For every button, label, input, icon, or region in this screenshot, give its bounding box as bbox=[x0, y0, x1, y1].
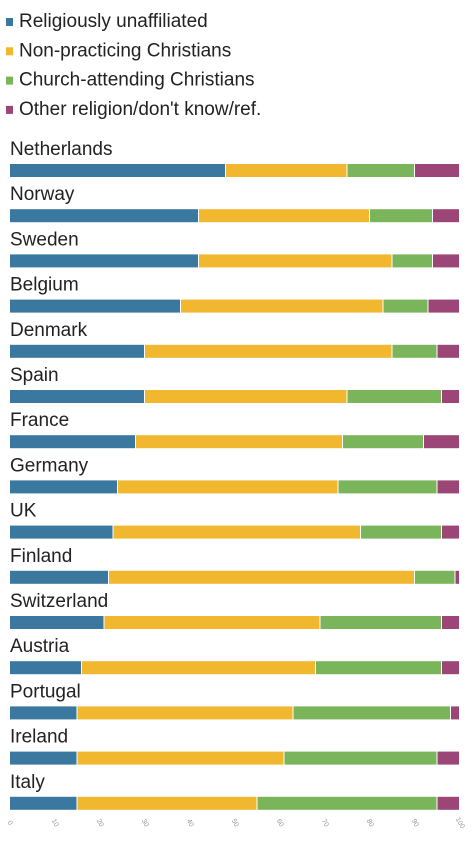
bar-segment bbox=[10, 209, 198, 223]
bar-segment bbox=[10, 344, 144, 358]
legend-label: Other religion/don't know/ref. bbox=[19, 99, 261, 120]
bar-segment bbox=[433, 254, 459, 268]
bar-segment bbox=[77, 796, 257, 810]
bar-segment bbox=[343, 435, 423, 449]
bar-segment bbox=[10, 570, 108, 584]
legend-label: Church-attending Christians bbox=[19, 70, 255, 91]
bar-segment bbox=[199, 209, 369, 223]
bar-segment bbox=[361, 525, 441, 539]
category-label: Denmark bbox=[10, 320, 88, 341]
bar-segment bbox=[437, 751, 459, 765]
bar-segment bbox=[415, 570, 455, 584]
bar-segment bbox=[226, 164, 347, 177]
bar-segment bbox=[442, 390, 459, 403]
bar-segment bbox=[442, 616, 459, 629]
x-tick-label: 60 bbox=[275, 818, 285, 828]
bar-segment bbox=[415, 164, 459, 177]
bar-segment bbox=[145, 344, 392, 358]
legend-label: Religiously unaffiliated bbox=[19, 11, 208, 32]
legend-label: Non-practicing Christians bbox=[19, 40, 231, 61]
bar-segment bbox=[392, 254, 432, 268]
bar-segment bbox=[442, 525, 459, 539]
legend-swatch bbox=[6, 105, 13, 114]
bar-segment bbox=[145, 390, 347, 403]
bar-segment bbox=[437, 480, 459, 494]
bar-segment bbox=[10, 661, 81, 675]
x-tick-label: 70 bbox=[320, 818, 330, 828]
bar-segment bbox=[10, 706, 77, 720]
category-label: Portugal bbox=[10, 681, 81, 702]
bar-segment bbox=[77, 751, 284, 765]
bar-segment bbox=[10, 751, 77, 765]
bar-segment bbox=[10, 796, 77, 810]
category-label: Norway bbox=[10, 184, 75, 205]
bar-segment bbox=[10, 164, 225, 177]
category-label: Belgium bbox=[10, 275, 79, 296]
x-tick-label: 10 bbox=[50, 818, 60, 828]
x-tick-label: 40 bbox=[185, 818, 195, 828]
legend-swatch bbox=[6, 47, 13, 56]
legend-swatch bbox=[6, 76, 13, 85]
bar-segment bbox=[10, 435, 135, 449]
bar-segment bbox=[10, 480, 117, 494]
bar-segment bbox=[293, 706, 450, 720]
bar-segment bbox=[104, 616, 320, 629]
bar-segment bbox=[77, 706, 293, 720]
bar-segment bbox=[442, 661, 459, 675]
category-label: Finland bbox=[10, 546, 72, 567]
bar-segment bbox=[109, 570, 414, 584]
bar-segment bbox=[320, 616, 441, 629]
category-label: Switzerland bbox=[10, 591, 108, 612]
bar-segment bbox=[338, 480, 437, 494]
bar-segment bbox=[433, 209, 459, 223]
category-label: Germany bbox=[10, 455, 89, 476]
bar-segment bbox=[451, 706, 459, 720]
bar-segment bbox=[199, 254, 392, 268]
bar-segment bbox=[437, 796, 459, 810]
x-tick-label: 30 bbox=[140, 818, 150, 828]
bar-segment bbox=[113, 525, 360, 539]
category-label: Spain bbox=[10, 365, 59, 386]
legend-swatch bbox=[6, 18, 13, 26]
bar-segment bbox=[82, 661, 315, 675]
category-label: Netherlands bbox=[10, 139, 112, 160]
bar-segment bbox=[136, 435, 342, 449]
bar-segment bbox=[257, 796, 437, 810]
bar-segment bbox=[10, 299, 180, 313]
bar-segment bbox=[424, 435, 459, 449]
bar-segment bbox=[383, 299, 428, 313]
bar-segment bbox=[284, 751, 437, 765]
category-label: France bbox=[10, 410, 69, 431]
bar-segment bbox=[316, 661, 441, 675]
x-tick-label: 20 bbox=[95, 818, 105, 828]
category-label: Italy bbox=[10, 772, 45, 793]
x-tick-label: 50 bbox=[230, 818, 240, 828]
category-label: Ireland bbox=[10, 727, 68, 748]
bar-segment bbox=[347, 390, 441, 403]
bar-segment bbox=[392, 344, 437, 358]
bar-segment bbox=[181, 299, 383, 313]
bar-segment bbox=[347, 164, 414, 177]
bar-segment bbox=[10, 525, 113, 539]
bar-segment bbox=[437, 344, 459, 358]
bar-segment bbox=[10, 616, 104, 629]
category-label: Sweden bbox=[10, 229, 79, 250]
category-label: Austria bbox=[10, 636, 70, 657]
x-tick-label: 80 bbox=[365, 818, 375, 828]
bar-segment bbox=[118, 480, 338, 494]
category-label: UK bbox=[10, 501, 37, 522]
bar-segment bbox=[428, 299, 459, 313]
x-tick-label: 100 bbox=[454, 816, 466, 830]
x-tick-label: 90 bbox=[410, 818, 420, 828]
bar-segment bbox=[370, 209, 432, 223]
bar-segment bbox=[10, 254, 198, 268]
bar-segment bbox=[455, 570, 459, 584]
bar-segment bbox=[10, 390, 144, 403]
x-tick-label: 0 bbox=[6, 820, 14, 827]
